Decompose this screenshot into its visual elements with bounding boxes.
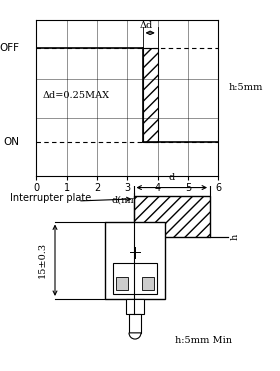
Bar xyxy=(116,277,128,290)
Wedge shape xyxy=(129,333,141,339)
Text: ON: ON xyxy=(4,137,20,147)
Bar xyxy=(142,277,154,290)
Text: d: d xyxy=(169,173,175,183)
Text: h:5mm Min: h:5mm Min xyxy=(175,336,232,345)
Text: Δd=0.25MAX: Δd=0.25MAX xyxy=(43,91,109,100)
Text: 15±0.3: 15±0.3 xyxy=(38,242,47,278)
Bar xyxy=(143,49,158,142)
Text: h: h xyxy=(231,234,240,240)
Text: OFF: OFF xyxy=(0,43,20,53)
Bar xyxy=(113,263,157,294)
Bar xyxy=(129,314,141,333)
Bar xyxy=(105,221,165,299)
Bar xyxy=(134,196,210,237)
Text: h:5mm: h:5mm xyxy=(229,83,263,92)
Text: Interrupter plate: Interrupter plate xyxy=(10,193,91,203)
Bar xyxy=(126,299,144,314)
Text: Δd: Δd xyxy=(139,21,153,30)
X-axis label: d(mm): d(mm) xyxy=(111,196,144,205)
